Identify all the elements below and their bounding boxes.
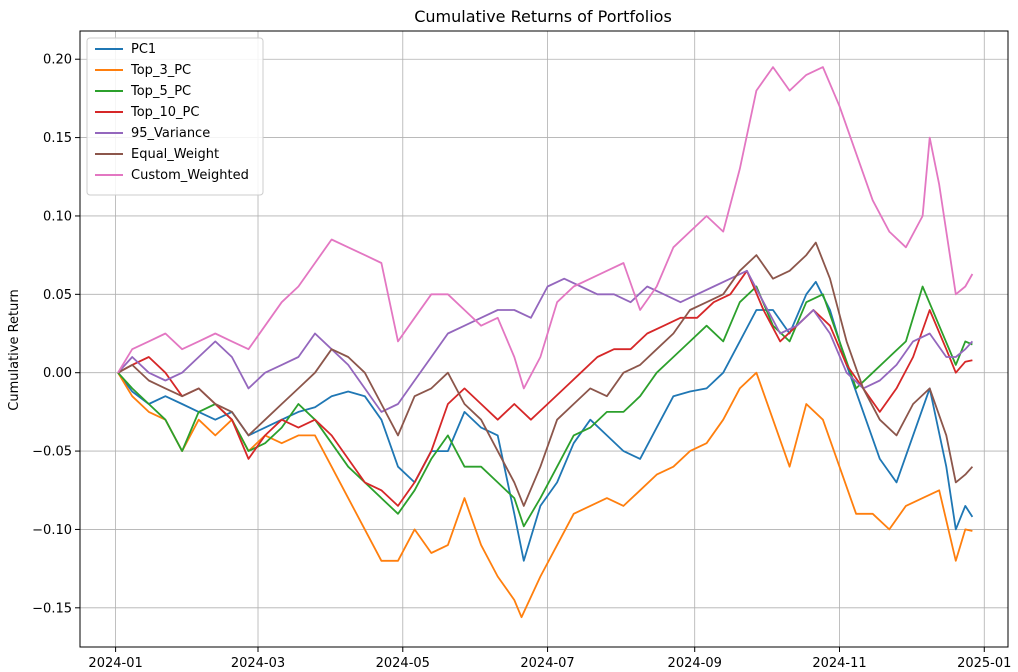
series-line-equal-weight <box>117 241 974 507</box>
x-tick-label: 2024-01 <box>88 656 142 671</box>
series-line-custom-weighted <box>117 66 974 390</box>
x-tick-label: 2024-11 <box>812 656 866 671</box>
y-tick-label: −0.15 <box>32 601 72 616</box>
series-line-top-5-pc <box>117 285 973 528</box>
y-axis-label: Cumulative Return <box>7 289 22 410</box>
legend-label: Top_3_PC <box>130 63 191 78</box>
x-tick-label: 2024-05 <box>376 656 430 671</box>
y-tick-label: 0.15 <box>43 131 72 146</box>
grid <box>80 31 1008 647</box>
y-tick-label: 0.05 <box>43 288 72 303</box>
legend-box <box>86 37 264 196</box>
x-tick-label: 2024-09 <box>668 656 722 671</box>
y-tick-label: 0.20 <box>43 53 72 68</box>
y-tick-label: −0.05 <box>32 445 72 460</box>
series-lines <box>117 66 974 619</box>
legend: PC1 Top_3_PC Top_5_PC Top_10_PC 95_Variance E… <box>86 37 264 196</box>
y-tick-label: 0.00 <box>43 366 72 381</box>
y-tick-label: −0.10 <box>32 523 72 538</box>
legend-label: 95_Variance <box>131 126 210 141</box>
axes: 2024-01 2024-03 2024-05 2024-07 2024-09 2024-… <box>32 53 1011 671</box>
plot-frame <box>79 30 1009 648</box>
series-line-top-10-pc <box>117 269 973 507</box>
series-line-95-variance <box>117 269 974 413</box>
x-tick-label: 2025-01 <box>957 656 1011 671</box>
chart-title: Cumulative Returns of Portfolios <box>414 7 672 26</box>
y-tick-label: 0.10 <box>43 209 72 224</box>
x-tick-label: 2024-07 <box>520 656 574 671</box>
legend-label: Custom_Weighted <box>131 168 249 183</box>
legend-label: PC1 <box>131 42 156 57</box>
legend-label: Top_10_PC <box>130 105 199 120</box>
legend-label: Equal_Weight <box>131 147 219 162</box>
x-tick-label: 2024-03 <box>231 656 285 671</box>
legend-label: Top_5_PC <box>130 84 191 99</box>
